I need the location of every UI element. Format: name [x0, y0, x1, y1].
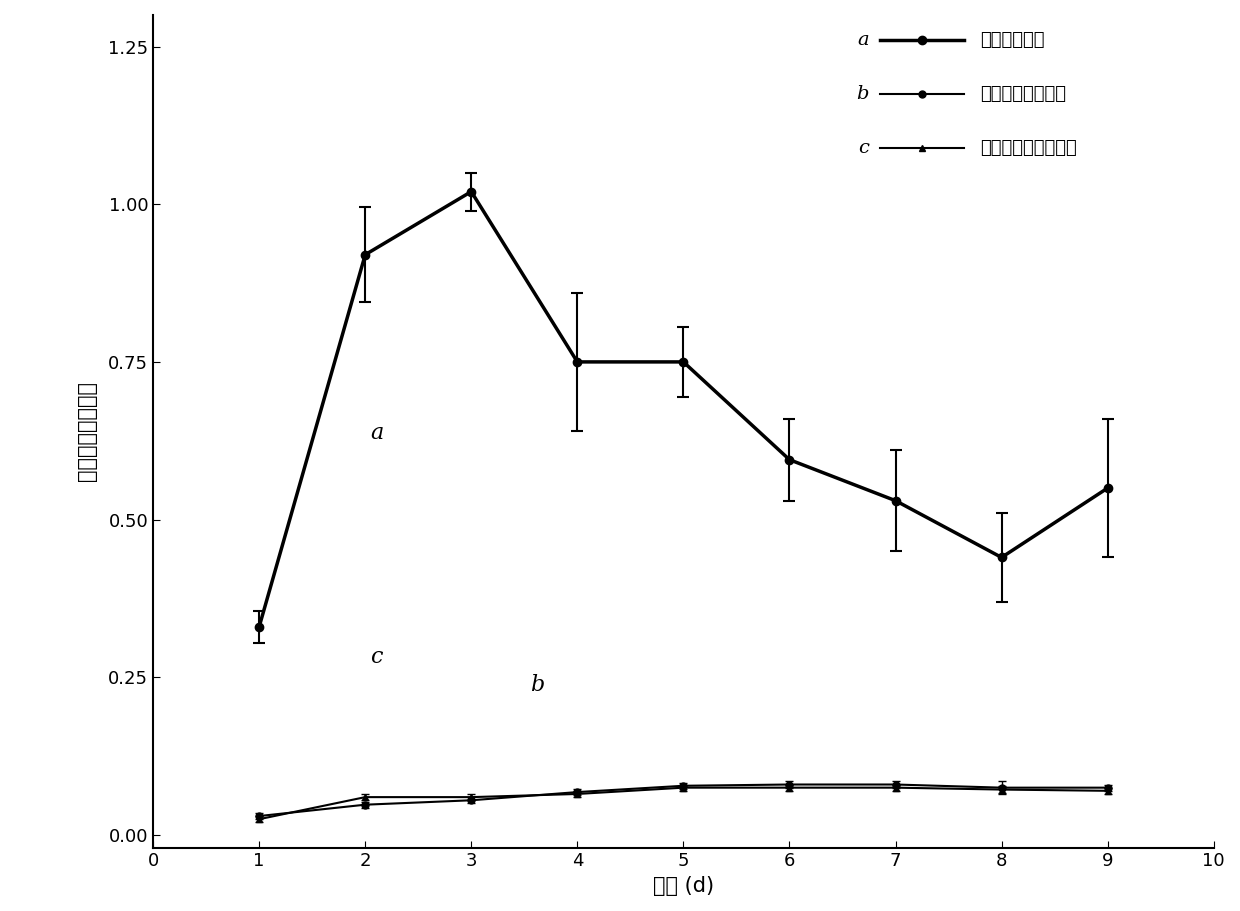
Text: 丝素蛋白冷冻海绵: 丝素蛋白冷冻海绵 [981, 85, 1066, 103]
Text: c: c [371, 646, 383, 668]
Text: c: c [858, 139, 869, 158]
Y-axis label: 罗丹明累积释放率: 罗丹明累积释放率 [77, 382, 97, 481]
Text: b: b [529, 674, 544, 696]
Text: a: a [857, 31, 869, 49]
X-axis label: 天数 (d): 天数 (d) [652, 876, 714, 896]
Text: 丝素蛋白酶处理海绵: 丝素蛋白酶处理海绵 [981, 139, 1078, 158]
Text: b: b [857, 85, 869, 103]
Text: 丝素蛋白凝胶: 丝素蛋白凝胶 [981, 31, 1045, 49]
Text: a: a [371, 422, 383, 444]
